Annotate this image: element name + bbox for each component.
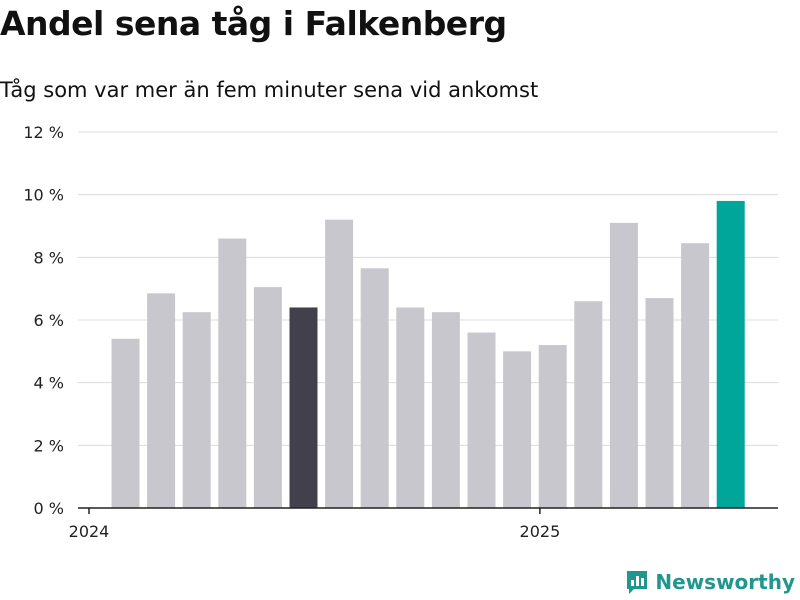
bar-2024-01 (111, 338, 140, 508)
newsworthy-logo: Newsworthy (625, 569, 795, 595)
bar-2025-01 (538, 345, 567, 508)
y-tick-label: 4 % (34, 374, 64, 393)
y-tick-label: 6 % (34, 311, 64, 330)
bar-2024-02 (147, 293, 176, 508)
bar-2025-02 (574, 301, 603, 508)
bar-2024-04 (218, 238, 247, 509)
y-tick-label: 12 % (23, 123, 64, 142)
bar-2024-05 (253, 287, 282, 508)
bar-2024-08 (360, 268, 389, 508)
newsworthy-icon (627, 571, 648, 594)
brand-name: Newsworthy (655, 570, 795, 594)
y-axis-labels: 0 % 2 % 4 % 6 % 8 % 10 % 12 % (23, 123, 64, 518)
y-tick-label: 0 % (34, 499, 64, 518)
bars (111, 200, 745, 509)
chart-title: Andel sena tåg i Falkenberg (0, 4, 507, 43)
bar-2024-03 (182, 312, 211, 508)
y-tick-label: 8 % (34, 248, 64, 267)
bar-2025-04 (645, 298, 674, 508)
bar-2024-11 (467, 332, 496, 508)
y-tick-label: 2 % (34, 436, 64, 455)
bar-2024-07 (325, 219, 354, 508)
bar-2025-06 (716, 200, 745, 508)
x-axis: 2024 2025 (69, 507, 778, 541)
y-tick-label: 10 % (23, 186, 64, 205)
bar-2024-12 (503, 351, 532, 508)
bar-2024-10 (431, 312, 460, 508)
x-tick-label: 2025 (520, 522, 561, 541)
bar-2025-05 (681, 243, 710, 508)
x-tick-label: 2024 (69, 522, 110, 541)
chart-subtitle: Tåg som var mer än fem minuter sena vid … (0, 78, 539, 102)
bar-2025-03 (609, 222, 638, 508)
bar-2024-06 (289, 307, 318, 508)
bar-2024-09 (396, 307, 425, 508)
